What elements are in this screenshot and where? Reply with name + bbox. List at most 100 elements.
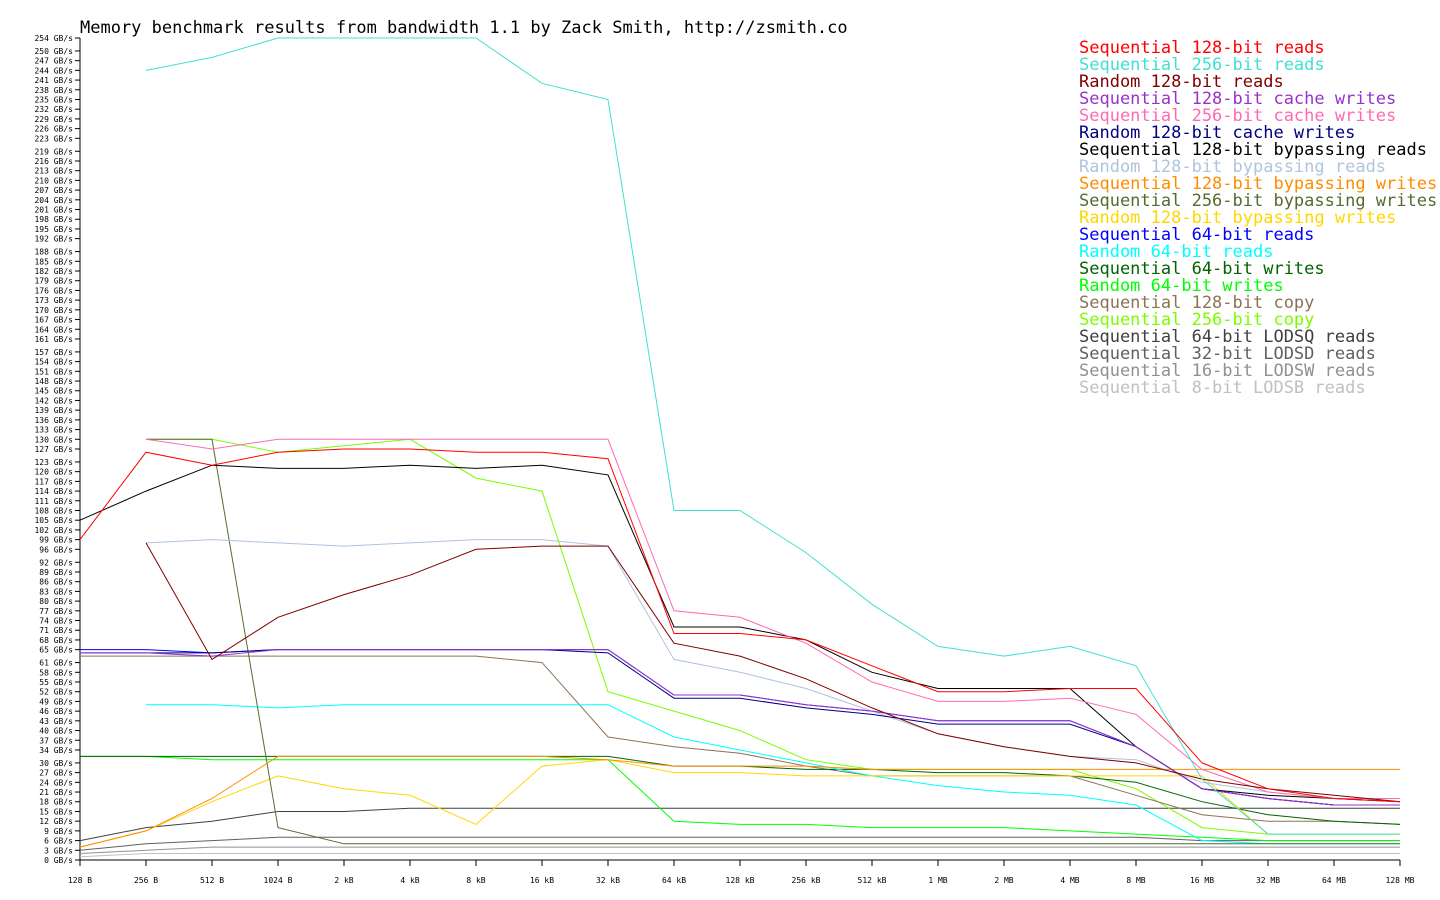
y-tick-label: 188 GB/s [34,248,73,257]
x-tick-label: 1024 B [264,876,293,885]
series-line-random-128-bit-cache-writes [80,649,1400,806]
y-tick-label: 61 GB/s [39,659,73,668]
series-line-sequential-256-bit-copy [146,438,1400,835]
legend-entry: Random 128-bit bypassing writes [1079,208,1396,228]
y-tick-label: 145 GB/s [34,387,73,396]
x-tick-label: 4 MB [1060,876,1079,885]
series-line-random-64-bit-reads [146,704,1400,845]
y-tick-label: 238 GB/s [34,86,73,95]
y-tick-label: 127 GB/s [34,445,73,454]
y-tick-label: 83 GB/s [39,587,73,596]
y-tick-label: 136 GB/s [34,416,73,425]
y-tick-label: 40 GB/s [39,727,73,736]
y-axis-ticks: 0 GB/s3 GB/s6 GB/s9 GB/s12 GB/s15 GB/s18… [34,34,80,865]
y-tick-label: 86 GB/s [39,578,73,587]
series-line-sequential-128-bit-reads [79,448,1401,803]
y-tick-label: 71 GB/s [39,626,73,635]
y-tick-label: 185 GB/s [34,257,73,266]
y-tick-label: 235 GB/s [34,95,73,104]
series-lines [79,37,1401,858]
series-line-sequential-128-bit-copy [80,655,1401,825]
y-tick-label: 170 GB/s [34,306,73,315]
y-tick-label: 111 GB/s [34,497,73,506]
x-tick-label: 64 MB [1322,876,1346,885]
x-tick-label: 512 kB [858,876,887,885]
legend-entry: Sequential 256-bit copy [1079,310,1314,330]
y-tick-label: 108 GB/s [34,506,73,515]
y-tick-label: 161 GB/s [34,335,73,344]
legend-entry: Sequential 8-bit LODSB reads [1079,378,1366,398]
y-tick-label: 102 GB/s [34,526,73,535]
y-tick-label: 74 GB/s [39,617,73,626]
chart-legend: Sequential 128-bit reads Sequential 256-b… [1079,38,1437,398]
x-tick-label: 2 kB [334,876,353,885]
series-line-random-128-bit-bypassing-writes [79,759,1400,848]
y-tick-label: 49 GB/s [39,697,73,706]
x-tick-label: 128 MB [1386,876,1415,885]
legend-entry: Random 128-bit cache writes [1079,123,1355,143]
y-tick-label: 55 GB/s [39,678,73,687]
y-tick-label: 27 GB/s [39,769,73,778]
legend-entry: Sequential 128-bit cache writes [1079,89,1396,109]
y-tick-label: 3 GB/s [44,846,73,855]
y-tick-label: 65 GB/s [39,646,73,655]
series-line-sequential-16-bit-lodsw-reads [79,846,1400,854]
y-tick-label: 105 GB/s [34,516,73,525]
y-tick-label: 201 GB/s [34,206,73,215]
y-tick-label: 37 GB/s [39,736,73,745]
x-tick-label: 128 B [68,876,92,885]
legend-entry: Sequential 128-bit reads [1079,38,1325,58]
y-tick-label: 123 GB/s [34,458,73,467]
legend-entry: Random 64-bit reads [1079,242,1273,262]
y-tick-label: 254 GB/s [34,34,73,43]
y-tick-label: 34 GB/s [39,746,73,755]
y-tick-label: 12 GB/s [39,817,73,826]
legend-entry: Random 128-bit reads [1079,72,1284,92]
series-line-sequential-128-bit-cache-writes [80,649,1400,806]
y-tick-label: 96 GB/s [39,545,73,554]
x-tick-label: 4 kB [400,876,419,885]
y-tick-label: 58 GB/s [39,668,73,677]
y-tick-label: 133 GB/s [34,426,73,435]
legend-entry: Sequential 128-bit bypassing writes [1079,174,1437,194]
legend-entry: Random 64-bit writes [1079,276,1284,296]
y-tick-label: 213 GB/s [34,167,73,176]
y-tick-label: 223 GB/s [34,134,73,143]
y-tick-label: 142 GB/s [34,396,73,405]
y-tick-label: 80 GB/s [39,597,73,606]
legend-entry: Sequential 16-bit LODSW reads [1079,361,1376,381]
y-tick-label: 148 GB/s [34,377,73,386]
y-tick-label: 92 GB/s [39,558,73,567]
y-tick-label: 46 GB/s [39,707,73,716]
series-line-sequential-128-bit-bypassing-writes [79,755,1400,848]
x-tick-label: 32 kB [596,876,620,885]
series-line-random-128-bit-reads [145,542,1401,803]
y-tick-label: 210 GB/s [34,176,73,185]
y-tick-label: 77 GB/s [39,607,73,616]
x-tick-label: 64 kB [662,876,686,885]
y-tick-label: 244 GB/s [34,66,73,75]
y-tick-label: 182 GB/s [34,267,73,276]
series-line-sequential-8-bit-lodsb-reads [79,853,1400,858]
chart-title: Memory benchmark results from bandwidth … [80,18,848,38]
x-tick-label: 256 kB [792,876,821,885]
x-tick-label: 32 MB [1256,876,1280,885]
y-tick-label: 195 GB/s [34,225,73,234]
y-tick-label: 229 GB/s [34,115,73,124]
y-tick-label: 247 GB/s [34,57,73,66]
y-tick-label: 176 GB/s [34,286,73,295]
y-tick-label: 151 GB/s [34,367,73,376]
y-tick-label: 130 GB/s [34,435,73,444]
y-tick-label: 114 GB/s [34,487,73,496]
y-tick-label: 179 GB/s [34,277,73,286]
legend-entry: Sequential 64-bit writes [1079,259,1325,279]
y-tick-label: 9 GB/s [44,827,73,836]
legend-entry: Sequential 256-bit bypassing writes [1079,191,1437,211]
x-tick-label: 512 B [200,876,224,885]
y-tick-label: 250 GB/s [34,47,73,56]
x-tick-label: 16 kB [530,876,554,885]
legend-entry: Sequential 64-bit reads [1079,225,1314,245]
y-tick-label: 164 GB/s [34,325,73,334]
y-tick-label: 226 GB/s [34,125,73,134]
